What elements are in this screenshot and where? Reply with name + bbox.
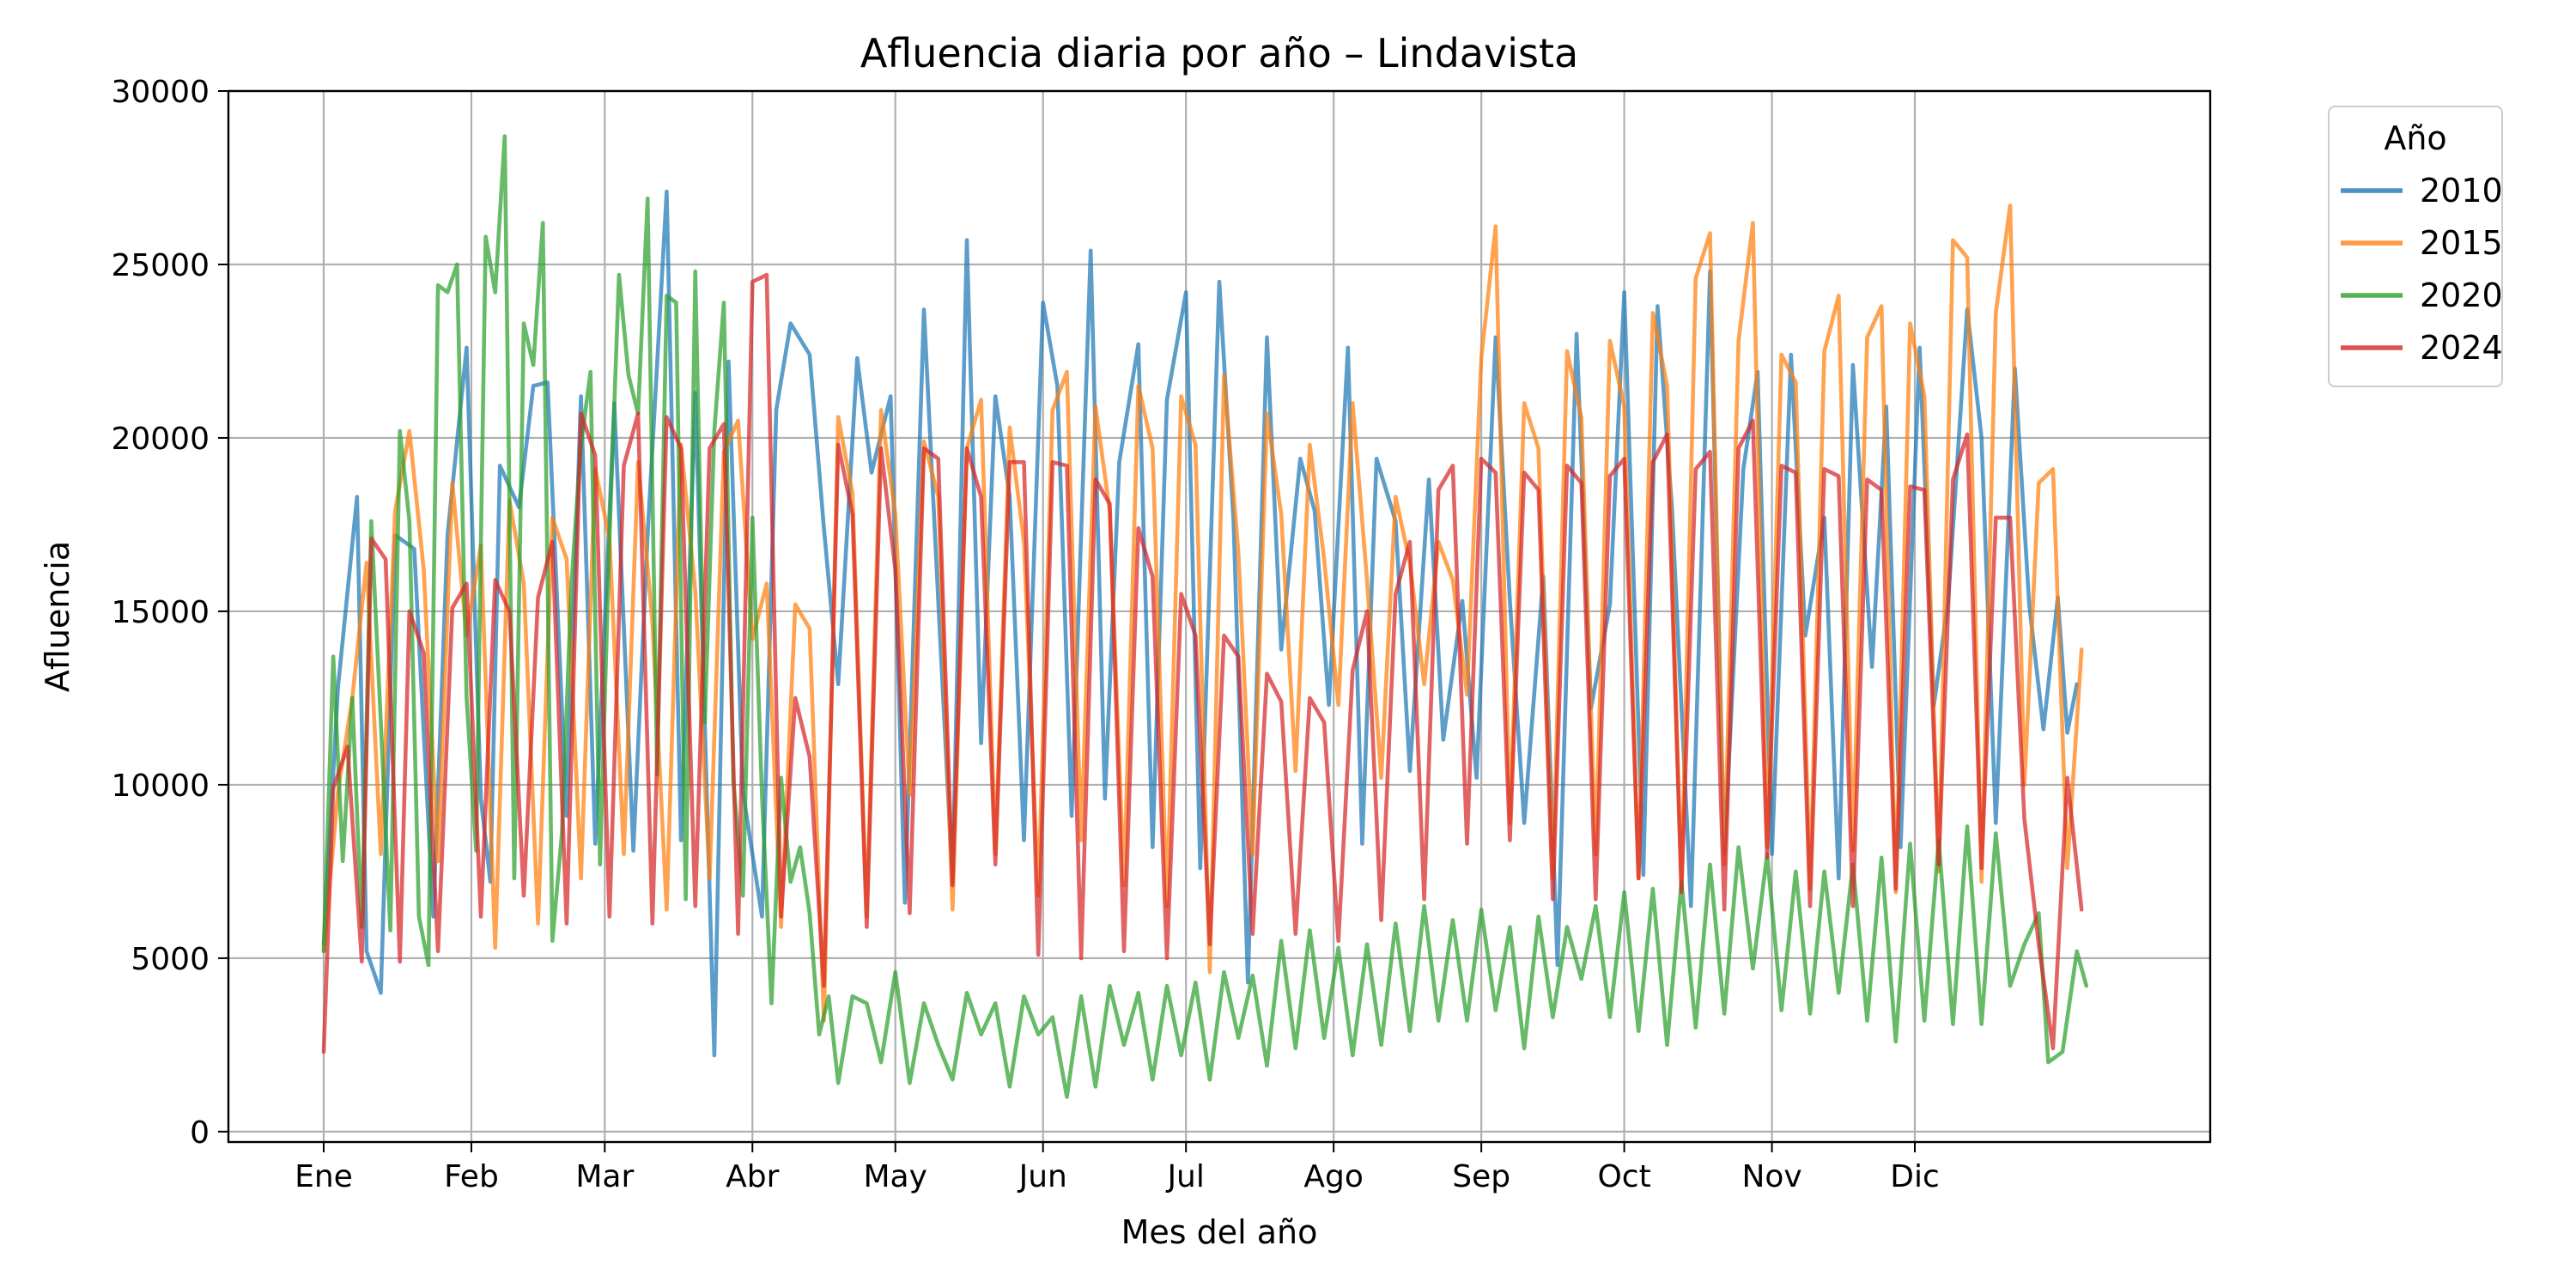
x-tick-label-jun: Jun <box>1018 1159 1067 1194</box>
x-tick-label-sep: Sep <box>1452 1159 1510 1194</box>
x-tick-label-oct: Oct <box>1597 1159 1650 1194</box>
y-tick-label-15000: 15000 <box>111 595 210 630</box>
plot-frame <box>227 89 2212 1144</box>
x-tick-label-may: May <box>864 1159 927 1194</box>
legend-label-2020: 2020 <box>2420 276 2503 314</box>
x-tick-label-mar: Mar <box>575 1159 634 1194</box>
chart-title: Afluencia diaria por año – Lindavista <box>860 30 1578 76</box>
y-tick-label-10000: 10000 <box>111 769 210 804</box>
x-tick-label-dic: Dic <box>1890 1159 1940 1194</box>
y-tick-label-20000: 20000 <box>111 422 210 457</box>
grid <box>228 89 2210 1142</box>
x-tick-label-ago: Ago <box>1303 1159 1364 1194</box>
y-tick-label-25000: 25000 <box>111 248 210 283</box>
legend-label-2024: 2024 <box>2420 329 2503 367</box>
legend-box <box>2328 106 2503 387</box>
x-tick-label-abr: Abr <box>726 1159 779 1194</box>
series-line-2024 <box>321 272 2084 1054</box>
axis-ticks: Ene Feb Mar Abr May Jun Jul Ago Sep Oct Nov Dic 0 500… <box>111 75 1939 1194</box>
x-tick-label-feb: Feb <box>444 1159 499 1194</box>
x-tick-label-jul: Jul <box>1165 1159 1204 1194</box>
legend-label-2015: 2015 <box>2420 224 2503 262</box>
x-axis-label: Mes del año <box>1121 1213 1318 1251</box>
y-tick-label-5000: 5000 <box>131 942 210 977</box>
legend-label-2010: 2010 <box>2420 172 2503 210</box>
legend: Año 2010 2015 2020 2024 <box>2328 106 2503 387</box>
legend-title: Año <box>2384 119 2446 157</box>
x-tick-label-ene: Ene <box>295 1159 353 1194</box>
series-lines <box>321 134 2089 1099</box>
y-tick-label-30000: 30000 <box>111 75 210 110</box>
y-tick-label-0: 0 <box>190 1115 210 1151</box>
series-line-2020 <box>321 134 2089 1099</box>
y-axis-label: Afluencia <box>39 541 76 692</box>
x-tick-label-nov: Nov <box>1741 1159 1801 1194</box>
